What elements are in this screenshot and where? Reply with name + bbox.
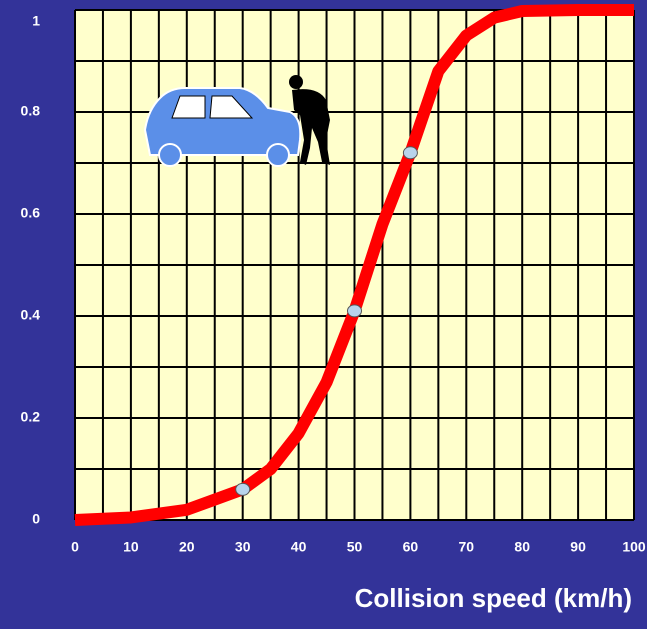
y-tick-label: 0.6 — [21, 205, 41, 221]
x-tick-label: 20 — [179, 539, 195, 555]
x-tick-label: 40 — [291, 539, 307, 555]
pedestrian-icon — [289, 75, 330, 165]
x-tick-label: 60 — [403, 539, 419, 555]
y-tick-label: 0.8 — [21, 103, 41, 119]
x-tick-label: 80 — [514, 539, 530, 555]
x-tick-label: 10 — [123, 539, 139, 555]
curve — [74, 4, 634, 526]
x-tick-label: 70 — [459, 539, 475, 555]
point-marker — [235, 482, 251, 496]
point-marker — [402, 146, 418, 160]
x-tick-label: 50 — [347, 539, 363, 555]
y-tick-label: 0.4 — [21, 307, 41, 323]
y-tick-label: 1 — [32, 13, 40, 29]
x-tick-label: 90 — [570, 539, 586, 555]
y-tick-label: 0 — [32, 511, 40, 527]
x-tick-label: 30 — [235, 539, 251, 555]
x-axis-label: Collision speed (km/h) — [355, 583, 632, 613]
point-marker — [347, 304, 362, 318]
y-tick-label: 0.2 — [21, 409, 41, 425]
x-tick-label: 0 — [71, 539, 79, 555]
car-icon — [143, 87, 302, 167]
x-tick-label: 100 — [622, 539, 646, 555]
